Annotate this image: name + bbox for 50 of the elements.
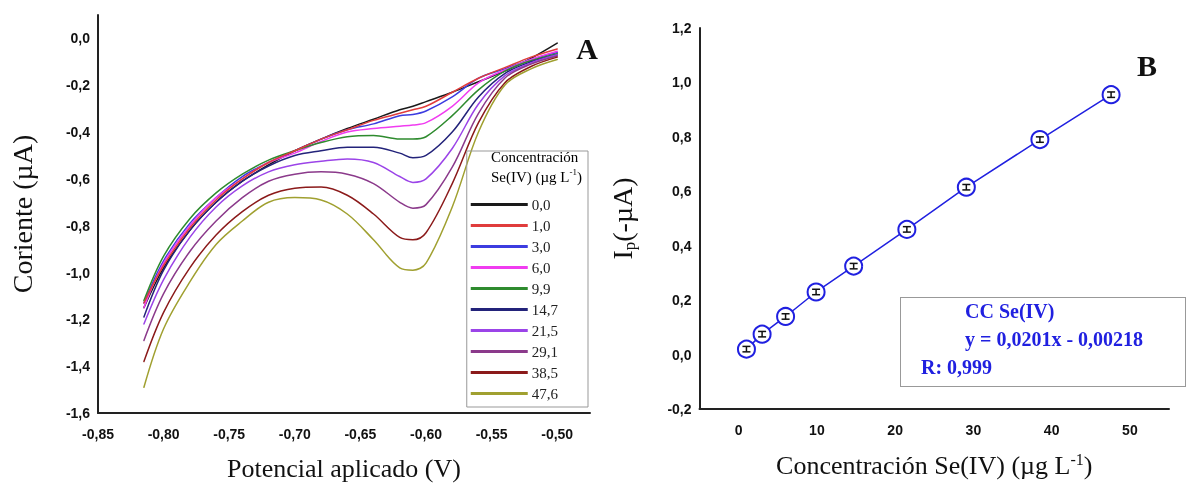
y-tick-label: 0,6 [672,183,692,200]
note-box: CC Se(IV) y = 0,0201x - 0,00218 R: 0,999 [900,297,1186,387]
y-tick-label: -1,2 [65,311,91,328]
x-tick-label: -0,60 [410,426,443,442]
legend-label: 6,0 [531,259,551,276]
x-tick-label: 0 [734,422,743,438]
legend-label: 21,5 [531,322,558,339]
x-tick-label: 20 [887,422,904,438]
y-tick-label: -0,2 [667,401,692,417]
x-tick-label: -0,65 [344,426,377,442]
y-axis-title: Coriente (µA) [6,134,38,294]
y-tick-label: -1,0 [65,264,91,281]
y-tick-label: 0,8 [672,128,692,145]
annotation: B [1136,48,1158,82]
annotation: y = 0,0201x - 0,00218 [965,328,1144,351]
x-tick-label: -0,75 [213,426,246,442]
y-tick-label: -0,4 [65,124,91,141]
y-tick-label: -0,2 [65,77,91,94]
y-tick-label: 0,0 [70,30,91,47]
y-tick-label: -0,6 [65,170,91,187]
y-tick-label: -0,8 [65,217,91,234]
legend-label: 38,5 [531,364,558,381]
legend-label: 14,7 [531,301,559,318]
y-tick-label: 1,2 [672,20,692,36]
x-tick-label: -0,50 [541,426,574,442]
y-tick-label: 1,0 [672,74,692,91]
x-tick-label: 30 [965,422,982,438]
x-axis-title: Potencial aplicado (V) [227,453,461,483]
x-tick-label: -0,55 [475,426,508,442]
x-tick-label: 50 [1122,422,1138,438]
legend-label: 3,0 [531,238,551,255]
annotation: A [576,31,599,65]
annotation: CC Se(IV) [965,300,1055,323]
y-tick-label: -1,6 [65,405,91,421]
y-tick-label: 0,4 [672,237,692,254]
legend-label: 1,0 [531,217,551,234]
y-axis-title: Ip(-µA) [606,177,639,260]
x-tick-label: -0,70 [278,426,311,442]
legend-label: 0,0 [531,196,551,213]
x-tick-label: -0,85 [82,426,115,442]
y-tick-label: -1,4 [65,358,91,375]
y-tick-label: 0,2 [672,292,692,309]
y-tick-label: 0,0 [672,346,692,363]
annotation: R: 0,999 [921,356,993,379]
x-tick-label: -0,80 [147,426,180,442]
legend-label: 29,1 [531,343,558,360]
x-tick-label: 10 [809,422,825,438]
x-tick-label: 40 [1043,422,1060,438]
legend-label: 47,6 [531,385,559,402]
legend-label: 9,9 [531,280,551,297]
